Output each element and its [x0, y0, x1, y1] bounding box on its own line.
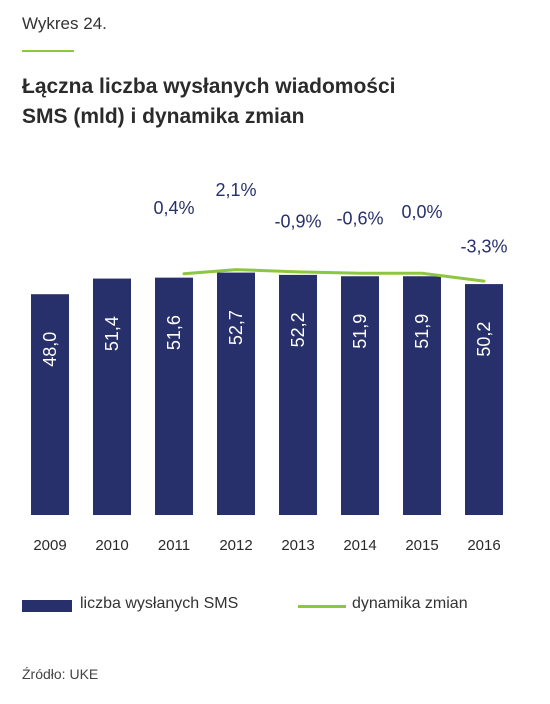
bar-value-label-2012: 52,7: [226, 310, 246, 345]
x-tick-label-2014: 2014: [343, 537, 376, 554]
change-label-2012: 2,1%: [215, 180, 256, 200]
legend-bar-swatch: [22, 600, 72, 612]
chart-title-line-1: Łączna liczba wysłanych wiadomości: [22, 75, 396, 98]
bar-value-label-2014: 51,9: [350, 314, 370, 349]
figure-label-underline: [22, 50, 74, 52]
bar-2010: [93, 278, 131, 515]
change-label-2013: -0,9%: [274, 211, 321, 231]
figure-label: Wykres 24.: [22, 14, 107, 33]
change-label-2016: -3,3%: [460, 237, 507, 257]
legend-bar-label: liczba wysłanych SMS: [80, 595, 239, 612]
x-tick-label-2015: 2015: [405, 537, 438, 554]
x-tick-label-2009: 2009: [33, 537, 66, 554]
chart-legend: liczba wysłanych SMS dynamika zmian: [0, 592, 550, 620]
bar-2016: [465, 284, 503, 515]
source-note: Źródło: UKE: [22, 666, 99, 682]
chart-plot-area: 48,0 2009 51,4 2010 51,6 2011 52,7 2012 52,2 2013…: [31, 180, 508, 554]
x-tick-label-2011: 2011: [158, 537, 190, 554]
x-tick-label-2012: 2012: [219, 537, 252, 554]
change-label-2011: 0,4%: [153, 198, 194, 218]
bar-value-label-2011: 51,6: [164, 315, 184, 350]
bar-2014: [341, 276, 379, 515]
change-label-2015: 0,0%: [401, 202, 442, 222]
bar-2012: [217, 272, 255, 515]
bar-value-label-2010: 51,4: [102, 316, 122, 351]
dynamika-line: [182, 268, 486, 283]
bar-2011: [155, 277, 193, 515]
bar-2009: [31, 294, 69, 515]
change-label-2014: -0,6%: [336, 208, 383, 228]
bar-value-label-2015: 51,9: [412, 314, 432, 349]
bar-value-label-2009: 48,0: [40, 332, 60, 367]
bar-value-label-2013: 52,2: [288, 312, 308, 347]
legend-line-swatch: [298, 605, 346, 608]
bar-2015: [403, 276, 441, 515]
bar-2013: [279, 274, 317, 515]
legend-line-label: dynamika zmian: [352, 595, 468, 612]
bar-value-label-2016: 50,2: [474, 322, 494, 357]
x-tick-label-2010: 2010: [95, 537, 128, 554]
x-tick-label-2016: 2016: [467, 537, 500, 554]
chart-title: Łączna liczba wysłanych wiadomości SMS (…: [22, 72, 522, 132]
chart-title-line-2: SMS (mld) i dynamika zmian: [22, 105, 305, 128]
x-tick-label-2013: 2013: [281, 537, 314, 554]
